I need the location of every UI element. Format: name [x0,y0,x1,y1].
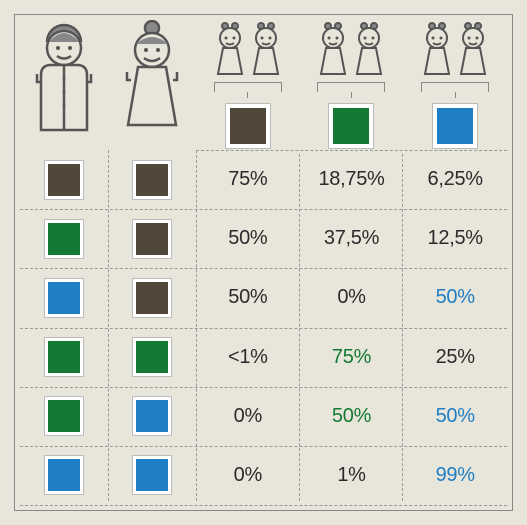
man-icon [27,20,101,140]
percentage-cell: 0% [234,405,262,428]
bracket [421,82,489,92]
parent-swatch [45,220,83,258]
header-children-green [316,20,386,150]
parent-swatch [133,279,171,317]
parent-swatch [133,456,171,494]
parent-swatch [133,338,171,376]
percentage-cell: 50% [228,227,267,250]
header-children-blue [420,20,490,150]
header-woman [115,20,189,150]
percentage-cell: 99% [436,464,475,487]
percentage-cell: 50% [436,405,475,428]
percentage-cell: 12,5% [428,227,483,250]
inheritance-grid: 75% 18,75% 6,25% 50% 37,5% 12,5% 50% 0% 50% <1% 75… [20,20,507,505]
header-swatch-brown [226,104,270,148]
children-pair-icon [316,20,386,78]
header-swatch-green [329,104,373,148]
percentage-cell: 75% [332,346,371,369]
woman-icon [115,20,189,140]
parent-swatch [133,397,171,435]
bracket-stem [247,92,248,98]
bracket [317,82,385,92]
percentage-cell: 25% [436,346,475,369]
parent-swatch [133,220,171,258]
bracket [214,82,282,92]
percentage-cell: 18,75% [318,168,384,191]
header-children-brown [213,20,283,150]
parent-swatch [133,161,171,199]
children-pair-icon [420,20,490,78]
header-swatch-blue [433,104,477,148]
header-man [27,20,101,150]
children-pair-icon [213,20,283,78]
percentage-cell: 50% [228,286,267,309]
percentage-cell: 0% [337,286,365,309]
parent-swatch [45,456,83,494]
bracket-stem [351,92,352,98]
percentage-cell: 37,5% [324,227,379,250]
percentage-cell: 50% [436,286,475,309]
parent-swatch [45,338,83,376]
percentage-cell: <1% [228,346,268,369]
percentage-cell: 0% [234,464,262,487]
bracket-stem [455,92,456,98]
percentage-cell: 1% [337,464,365,487]
percentage-cell: 75% [228,168,267,191]
parent-swatch [45,397,83,435]
parent-swatch [45,279,83,317]
percentage-cell: 6,25% [428,168,483,191]
parent-swatch [45,161,83,199]
percentage-cell: 50% [332,405,371,428]
